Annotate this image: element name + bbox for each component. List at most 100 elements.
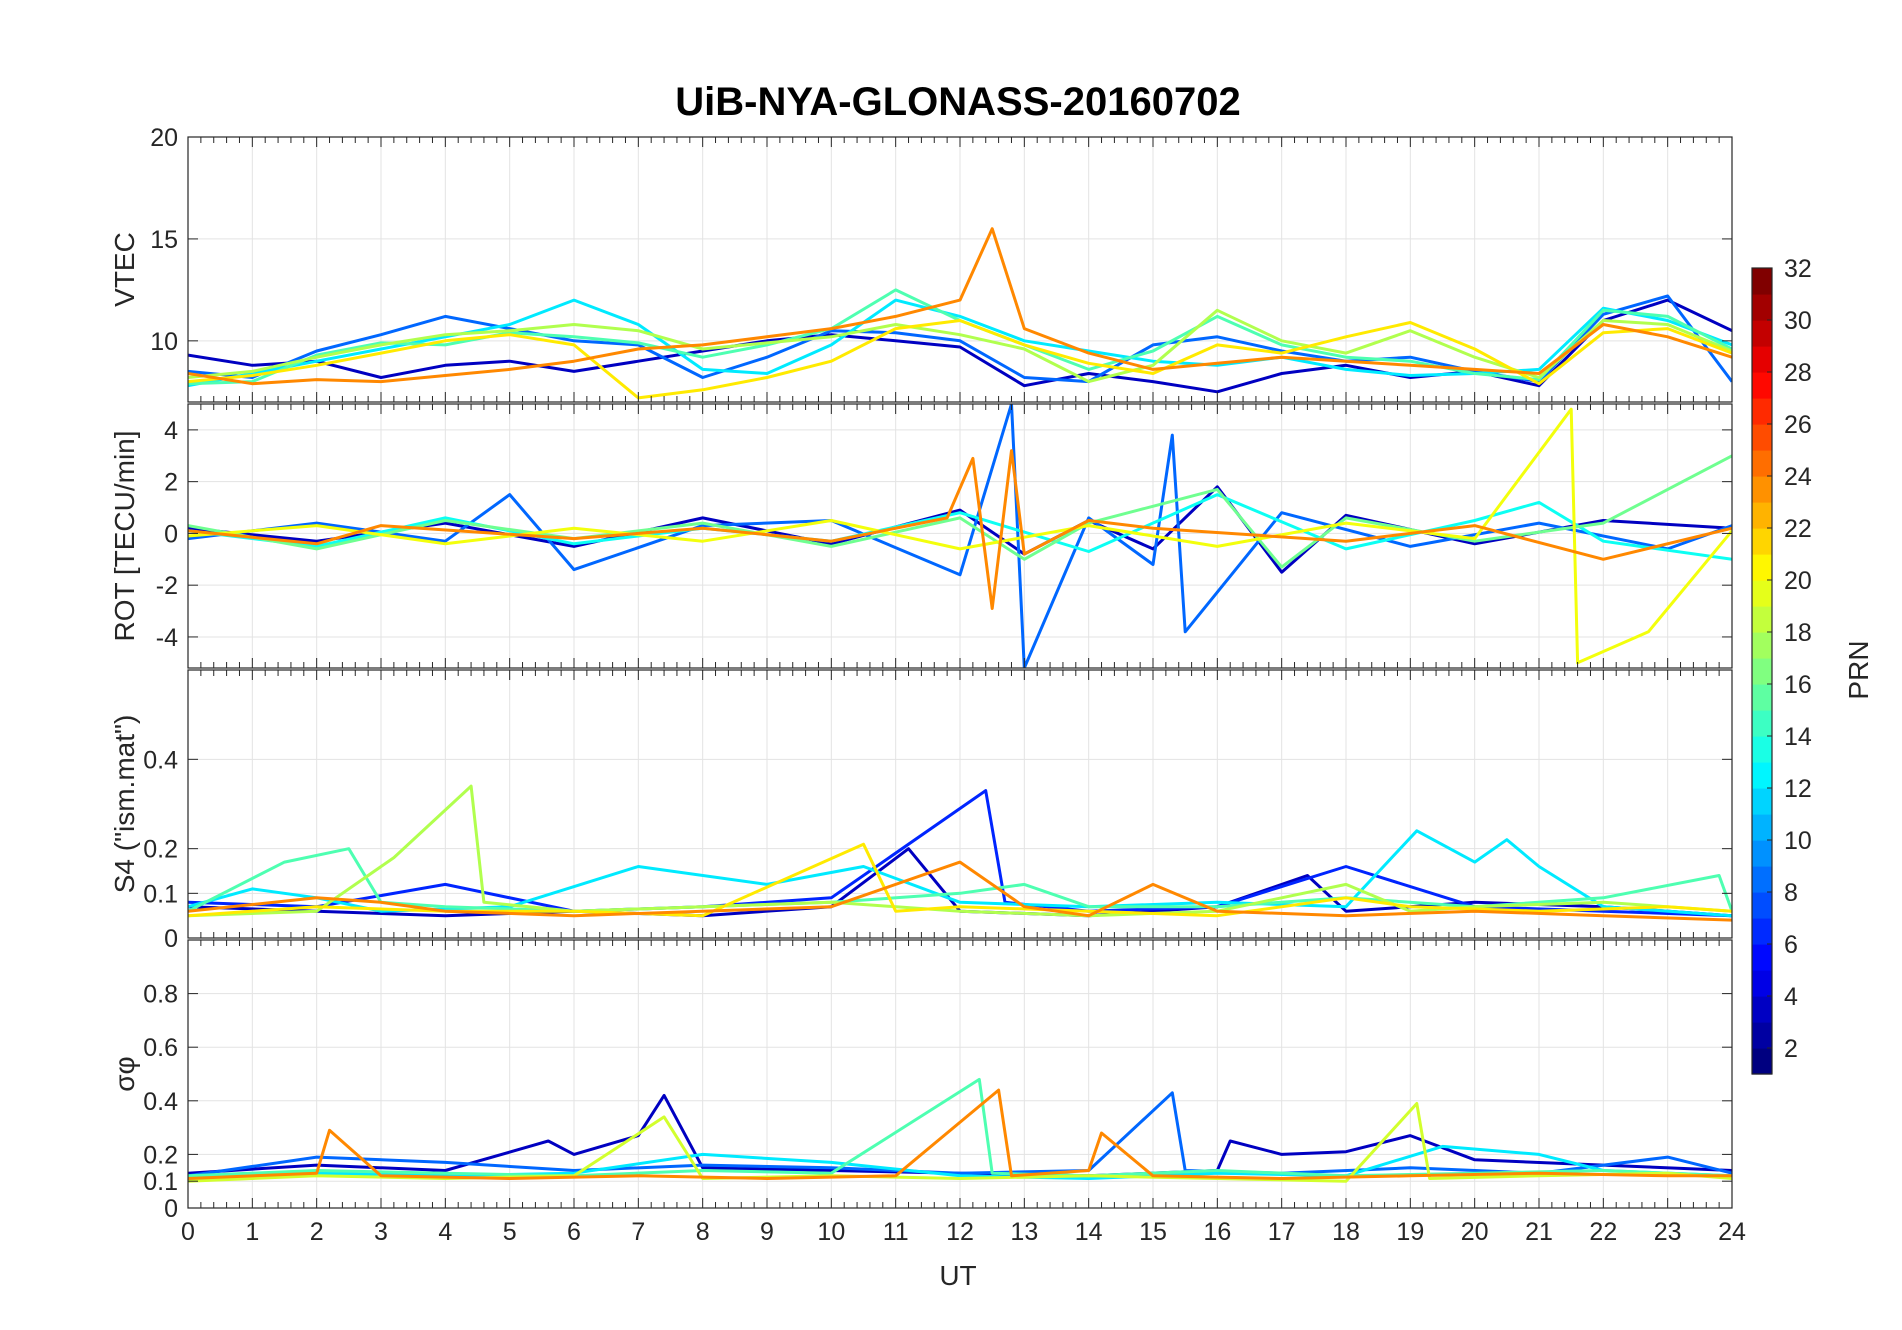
y-tick-label: 0 xyxy=(164,520,178,548)
colorbar-segment xyxy=(1752,1048,1772,1075)
y-tick-label: 0 xyxy=(164,1195,178,1223)
series-line-prn-24 xyxy=(188,860,1732,922)
y-tick-label: 0.8 xyxy=(143,981,178,1009)
y-tick-label: 0 xyxy=(164,925,178,953)
colorbar-segment xyxy=(1752,840,1772,867)
colorbar-tick-label: 6 xyxy=(1784,931,1798,959)
x-tick-label: 13 xyxy=(1010,1218,1038,1246)
axes-box xyxy=(187,403,1733,669)
y-tick-label: 20 xyxy=(150,124,178,152)
axes-box xyxy=(187,939,1733,1209)
x-tick-label: 1 xyxy=(245,1218,259,1246)
colorbar-segment xyxy=(1752,398,1772,425)
y-tick-label: 0.1 xyxy=(143,1168,178,1196)
y-tick-label: -4 xyxy=(156,624,178,652)
colorbar-label: PRN xyxy=(1843,640,1874,699)
series-group xyxy=(188,404,1732,668)
x-tick-label: 20 xyxy=(1461,1218,1489,1246)
colorbar-tick-label: 20 xyxy=(1784,567,1812,595)
y-tick-label: 0.2 xyxy=(143,836,178,864)
colorbar-segment xyxy=(1752,476,1772,503)
colorbar-segment xyxy=(1752,814,1772,841)
colorbar-segment xyxy=(1752,658,1772,685)
x-tick-label: 11 xyxy=(883,1218,909,1246)
colorbar-segment xyxy=(1752,346,1772,373)
x-tick-label: 2 xyxy=(310,1218,324,1246)
y-axis-label: S4 ("ism.mat") xyxy=(109,715,140,894)
y-tick-label: 15 xyxy=(150,226,178,254)
colorbar-segment xyxy=(1752,372,1772,399)
y-axis-label: VTEC xyxy=(109,232,140,307)
y-tick-label: 0.2 xyxy=(143,1141,178,1169)
x-tick-label: 24 xyxy=(1718,1218,1746,1246)
x-tick-label: 15 xyxy=(1139,1218,1167,1246)
x-tick-label: 10 xyxy=(817,1218,845,1246)
x-tick-label: 19 xyxy=(1396,1218,1424,1246)
colorbar-segment xyxy=(1752,502,1772,529)
x-tick-label: 8 xyxy=(696,1218,710,1246)
colorbar-segment xyxy=(1752,320,1772,347)
panel-1: 10 15 20 VTEC xyxy=(109,124,1733,403)
x-tick-label: 18 xyxy=(1332,1218,1360,1246)
colorbar-tick-label: 14 xyxy=(1784,723,1812,751)
series-line-prn-20 xyxy=(188,407,1732,665)
axes-box xyxy=(187,136,1733,403)
colorbar-tick-label: 24 xyxy=(1784,463,1812,491)
colorbar-segment xyxy=(1752,632,1772,659)
colorbar-tick-label: 8 xyxy=(1784,879,1798,907)
x-tick-label: 16 xyxy=(1203,1218,1231,1246)
series-group xyxy=(188,1077,1732,1183)
chart-title: UiB-NYA-GLONASS-20160702 xyxy=(675,80,1240,124)
colorbar-segment xyxy=(1752,528,1772,555)
x-tick-label: 17 xyxy=(1268,1218,1296,1246)
colorbar-tick-label: 12 xyxy=(1784,775,1812,803)
colorbar-segment xyxy=(1752,788,1772,815)
y-axis-label: σφ xyxy=(109,1056,140,1091)
x-tick-label: 7 xyxy=(631,1218,645,1246)
x-tick-label: 4 xyxy=(438,1218,452,1246)
colorbar-segment xyxy=(1752,424,1772,451)
x-tick-label: 14 xyxy=(1075,1218,1103,1246)
colorbar-segment xyxy=(1752,1022,1772,1049)
x-tick-label: 22 xyxy=(1589,1218,1617,1246)
y-tick-label: 4 xyxy=(164,417,178,445)
series-line-prn-6 xyxy=(188,789,1732,918)
series-line-prn-21 xyxy=(188,319,1732,400)
colorbar-segment xyxy=(1752,736,1772,763)
colorbar-tick-label: 32 xyxy=(1784,255,1812,283)
y-tick-label: 0.6 xyxy=(143,1034,178,1062)
colorbar-box xyxy=(1751,267,1773,1075)
series-line-prn-18 xyxy=(188,308,1732,384)
series-line-prn-24 xyxy=(188,227,1732,386)
y-tick-label: 0.1 xyxy=(143,880,178,908)
colorbar-segment xyxy=(1752,762,1772,789)
y-tick-label: -2 xyxy=(156,572,178,600)
panel-2: -4 -2 0 2 4 ROT [TECU/min] xyxy=(109,403,1733,669)
series-line-prn-24 xyxy=(188,1088,1732,1180)
y-tick-label: 2 xyxy=(164,469,178,497)
axes-box xyxy=(187,669,1733,939)
x-tick-label: 12 xyxy=(946,1218,974,1246)
x-tick-label: 3 xyxy=(374,1218,388,1246)
y-tick-label: 0.4 xyxy=(143,746,178,774)
y-axis-label: ROT [TECU/min] xyxy=(109,430,140,641)
x-axis-label: UT xyxy=(939,1260,976,1291)
colorbar-tick-label: 4 xyxy=(1784,983,1798,1011)
colorbar-segment xyxy=(1752,918,1772,945)
colorbar-segment xyxy=(1752,450,1772,477)
x-tick-label: 23 xyxy=(1654,1218,1682,1246)
y-tick-label: 0.4 xyxy=(143,1088,178,1116)
x-tick-label: 9 xyxy=(760,1218,774,1246)
colorbar-tick-label: 18 xyxy=(1784,619,1812,647)
colorbar-segment xyxy=(1752,866,1772,893)
y-tick-label: 10 xyxy=(150,328,178,356)
colorbar-segment xyxy=(1752,580,1772,607)
colorbar-tick-label: 16 xyxy=(1784,671,1812,699)
colorbar-segment xyxy=(1752,684,1772,711)
series-group xyxy=(188,227,1732,400)
series-line-prn-8 xyxy=(188,294,1732,384)
colorbar-tick-label: 28 xyxy=(1784,359,1812,387)
colorbar-segment xyxy=(1752,710,1772,737)
